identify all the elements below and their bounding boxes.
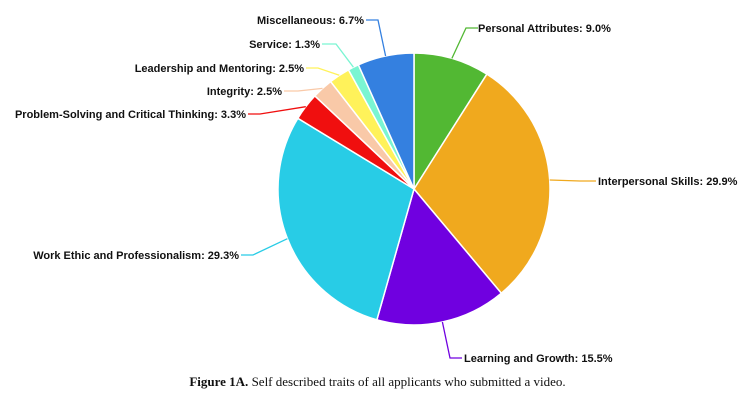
label-leader-line (451, 27, 478, 59)
slice-label: Service: 1.3% (249, 39, 320, 51)
figure-label: Figure 1A. (189, 374, 249, 389)
label-leader-line (549, 179, 596, 182)
slice-labels: Personal Attributes: 9.0% Interpersonal S… (15, 15, 738, 365)
label-leader-line (248, 106, 306, 115)
label-leader-line (241, 238, 288, 256)
label-leader-line (306, 67, 340, 76)
pie-slices (277, 52, 551, 326)
label-leader-line (284, 87, 323, 92)
slice-label: Work Ethic and Professionalism: 29.3% (33, 250, 239, 262)
label-leader-line (366, 19, 387, 57)
slice-label: Personal Attributes: 9.0% (478, 23, 611, 35)
slice-label: Problem-Solving and Critical Thinking: 3… (15, 109, 246, 121)
slice-label: Learning and Growth: 15.5% (464, 353, 613, 365)
slice-label: Integrity: 2.5% (207, 86, 282, 98)
figure-caption: Figure 1A. Self described traits of all … (0, 374, 755, 390)
slice-label: Interpersonal Skills: 29.9% (598, 176, 738, 188)
figure-caption-text: Self described traits of all applicants … (251, 374, 566, 389)
slice-label: Leadership and Mentoring: 2.5% (135, 63, 305, 75)
label-leader-line (441, 321, 462, 359)
label-leaders (241, 19, 596, 359)
pie-slice (413, 73, 551, 295)
slice-label: Miscellaneous: 6.7% (257, 15, 364, 27)
label-leader-line (322, 43, 354, 68)
